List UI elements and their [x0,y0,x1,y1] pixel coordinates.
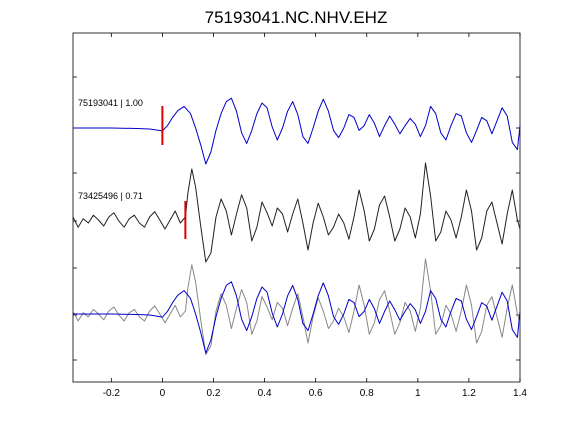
x-tick-label: 1.4 [513,388,527,399]
trace-label-2: 73425496 | 0.71 [78,191,143,201]
x-tick-label: 0.6 [309,388,323,399]
chart-title: 75193041.NC.NHV.EHZ [205,8,388,27]
x-tick-label: 0 [160,388,166,399]
waveform-trace-2 [72,162,521,263]
waveform-trace-1 [73,97,521,165]
overlay-trace-blue [73,281,521,354]
x-tick-label: 0.8 [360,388,374,399]
x-tick-label: -0.2 [103,388,121,399]
plot-frame [72,32,521,383]
x-tick-label: 1 [415,388,421,399]
x-tick-label: 0.2 [207,388,221,399]
x-tick-label: 0.4 [258,388,272,399]
trace-label-1: 75193041 | 1.00 [78,98,143,108]
x-tick-label: 1.2 [462,388,476,399]
x-axis-ticks: -0.2 0 0.2 0.4 0.6 0.8 1 1.2 1.4 [103,33,527,399]
overlay-trace-gray [72,258,521,356]
trace-group [72,97,521,356]
